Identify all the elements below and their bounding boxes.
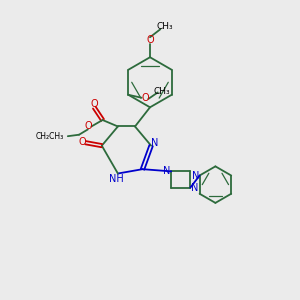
- Text: N: N: [151, 138, 159, 148]
- Text: NH: NH: [109, 174, 124, 184]
- Text: CH₂CH₃: CH₂CH₃: [36, 132, 64, 141]
- Text: CH₃: CH₃: [154, 87, 170, 96]
- Text: N: N: [192, 170, 199, 181]
- Text: O: O: [91, 98, 98, 109]
- Text: O: O: [142, 93, 149, 103]
- Text: N: N: [164, 167, 171, 176]
- Text: O: O: [84, 122, 92, 131]
- Text: N: N: [191, 183, 198, 193]
- Text: CH₃: CH₃: [157, 22, 174, 31]
- Text: O: O: [146, 35, 154, 46]
- Text: O: O: [78, 137, 86, 147]
